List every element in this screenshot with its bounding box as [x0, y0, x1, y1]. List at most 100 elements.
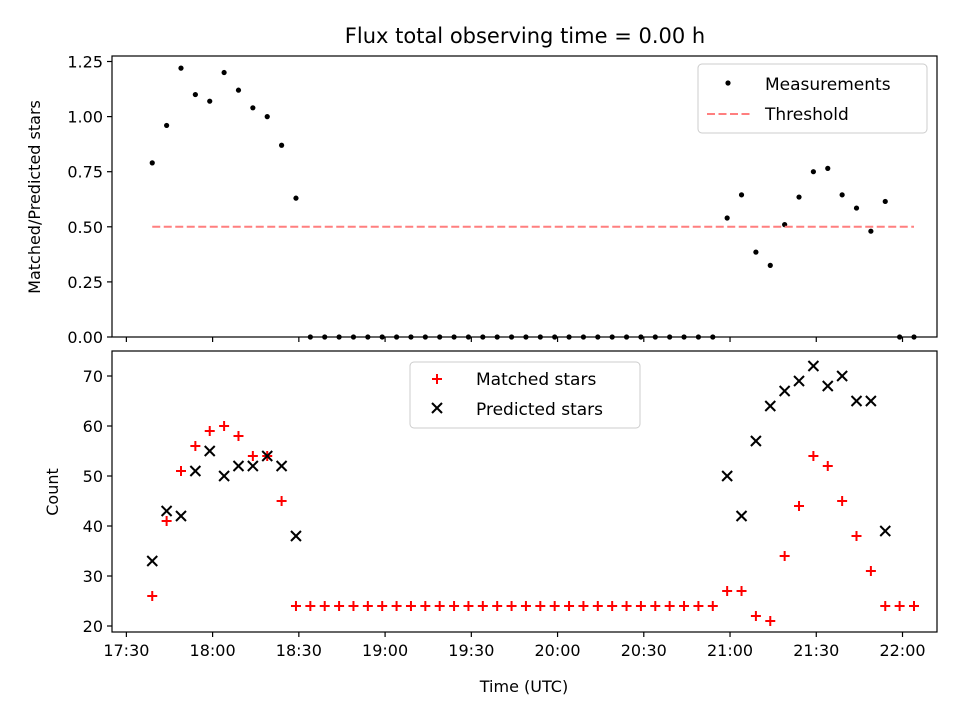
matched-star-point — [851, 531, 862, 541]
matched-star-point — [492, 601, 503, 611]
measurement-point — [738, 192, 745, 198]
bottom-axes-frame — [111, 350, 938, 633]
bottom-y-tick-label: 60 — [83, 417, 103, 436]
matched-star-point — [837, 496, 848, 506]
matched-star-point — [880, 601, 891, 611]
bottom-legend: Matched stars Predicted stars — [409, 361, 641, 429]
measurement-point — [882, 198, 888, 205]
measurement-point — [810, 169, 816, 175]
matched-star-point — [449, 601, 460, 611]
matched-star-point — [909, 601, 920, 611]
measurement-point — [868, 228, 874, 234]
matched-star-point — [334, 601, 345, 611]
matched-star-point — [722, 586, 733, 596]
top-y-tick-label: 0.75 — [67, 163, 103, 182]
predicted-star-point — [721, 470, 733, 482]
matched-star-point — [190, 441, 201, 451]
predicted-star-point — [204, 445, 216, 457]
measurement-point — [164, 122, 170, 129]
top-y-tick-label: 0.50 — [67, 218, 103, 237]
matched-star-point — [204, 426, 215, 436]
predicted-star-point — [836, 370, 848, 382]
predicted-star-point — [850, 395, 863, 407]
figure-title: Flux total observing time = 0.00 h — [345, 24, 705, 48]
matched-star-point — [564, 601, 575, 611]
x-tick-label: 19:30 — [448, 641, 494, 660]
matched-star-point — [535, 601, 546, 611]
x-tick-label: 17:30 — [103, 641, 149, 660]
top-x-ticks — [125, 337, 904, 342]
matched-star-point — [463, 601, 474, 611]
top-panel: 0.00 0.25 0.50 0.75 1.00 1.25 Matched/Predict… — [25, 53, 938, 347]
top-axes-frame — [111, 55, 938, 338]
x-tick-label: 20:30 — [621, 641, 667, 660]
matched-star-point — [707, 601, 718, 611]
measurement-point — [221, 69, 227, 76]
x-tick-label: 21:30 — [793, 641, 839, 660]
matched-star-point — [391, 601, 402, 611]
legend-matched-marker — [432, 374, 442, 384]
matched-star-point — [175, 466, 186, 476]
predicted-star-point — [247, 460, 259, 472]
top-y-tick-label: 1.25 — [67, 53, 103, 72]
measurement-point — [149, 160, 155, 166]
predicted-star-point — [879, 525, 891, 537]
measurement-point — [753, 249, 759, 255]
measurement-point — [293, 195, 299, 201]
legend-measurements-marker — [725, 80, 731, 86]
matched-star-point — [779, 551, 790, 561]
matched-star-point — [765, 616, 776, 626]
matched-star-point — [477, 601, 488, 611]
bottom-x-ticks: 17:30 18:00 18:30 19:00 19:30 20:00 20:30 21:00… — [103, 632, 926, 660]
matched-star-point — [894, 601, 905, 611]
legend-threshold-label: Threshold — [764, 105, 849, 125]
bottom-y-tick-label: 50 — [83, 467, 103, 486]
matched-star-point — [276, 496, 287, 506]
predicted-star-point — [750, 435, 762, 447]
matched-star-point — [290, 601, 301, 611]
matched-star-point — [679, 601, 690, 611]
predicted-star-point — [764, 400, 776, 412]
matched-star-point — [607, 601, 618, 611]
predicted-star-point — [160, 505, 173, 517]
x-tick-label: 18:00 — [190, 641, 236, 660]
measurement-point — [853, 205, 860, 211]
matched-star-point — [377, 601, 388, 611]
measurement-point — [825, 165, 831, 171]
matched-star-point — [621, 601, 632, 611]
matched-star-point — [794, 501, 805, 511]
bottom-y-tick-label: 30 — [83, 567, 103, 586]
matched-star-point — [161, 516, 172, 526]
predicted-star-point — [261, 450, 273, 462]
predicted-star-point — [793, 375, 805, 387]
measurement-point — [192, 91, 198, 98]
matched-star-point — [348, 601, 359, 611]
x-tick-label: 22:00 — [879, 641, 925, 660]
bottom-legend-box — [409, 361, 641, 429]
top-marks — [149, 65, 917, 340]
predicted-star-point — [290, 530, 302, 542]
matched-star-point — [219, 421, 230, 431]
matched-star-point — [865, 566, 876, 576]
legend-predicted-marker — [431, 402, 443, 414]
bottom-marks — [146, 360, 920, 626]
measurement-point — [235, 87, 242, 93]
matched-star-point — [405, 601, 416, 611]
bottom-y-ticks: 20 30 40 50 60 70 — [83, 367, 112, 636]
bottom-y-axis-label: Count — [43, 468, 62, 516]
matched-star-point — [750, 611, 761, 621]
top-y-ticks: 0.00 0.25 0.50 0.75 1.00 1.25 — [67, 53, 112, 347]
matched-star-point — [578, 601, 589, 611]
top-y-tick-label: 0.00 — [67, 328, 103, 347]
matched-star-point — [362, 601, 373, 611]
matched-star-point — [664, 601, 675, 611]
legend-predicted-label: Predicted stars — [476, 400, 603, 420]
predicted-star-point — [807, 360, 820, 372]
matched-star-point — [233, 431, 244, 441]
predicted-star-point — [218, 470, 230, 482]
measurement-point — [796, 194, 802, 200]
predicted-star-point — [865, 395, 877, 407]
predicted-star-point — [275, 460, 288, 472]
x-tick-label: 19:00 — [362, 641, 408, 660]
